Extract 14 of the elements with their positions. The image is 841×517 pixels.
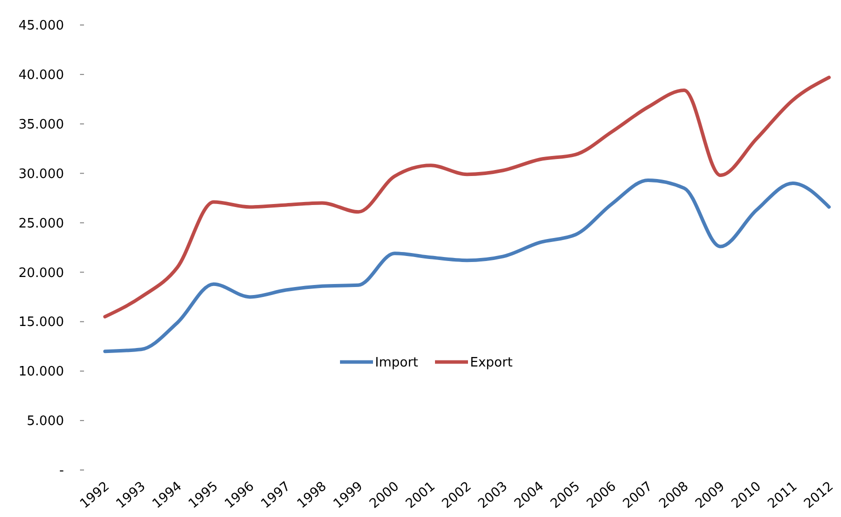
y-tick-label: - xyxy=(59,464,64,479)
y-tick-label: 25.000 xyxy=(18,216,64,232)
y-tick-label: 30.000 xyxy=(18,166,64,182)
y-tick-label: 5.000 xyxy=(26,414,64,430)
y-tick-label: 20.000 xyxy=(18,266,64,281)
y-tick-label: 45.000 xyxy=(18,18,64,34)
y-tick-label: 10.000 xyxy=(18,364,64,380)
y-tick-label: 35.000 xyxy=(18,117,64,132)
y-tick-label: 40.000 xyxy=(18,68,64,83)
y-tick-label: 15.000 xyxy=(18,315,64,330)
line-series xyxy=(103,76,831,318)
line-series xyxy=(103,178,831,354)
legend-label: Import xyxy=(375,356,418,371)
legend-label: Export xyxy=(470,356,513,371)
